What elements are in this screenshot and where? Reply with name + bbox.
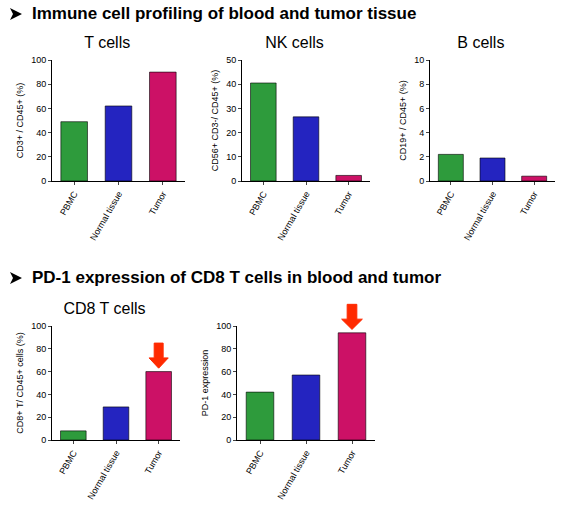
svg-text:40: 40 (221, 390, 231, 400)
svg-text:8: 8 (419, 79, 424, 89)
svg-text:Tumor: Tumor (518, 190, 539, 217)
svg-text:0: 0 (41, 435, 46, 445)
svg-text:100: 100 (31, 55, 46, 65)
svg-text:0: 0 (419, 176, 424, 186)
svg-text:80: 80 (36, 344, 46, 354)
svg-text:0: 0 (231, 176, 236, 186)
svg-text:NK cells: NK cells (265, 34, 324, 51)
svg-text:Normal tissue: Normal tissue (462, 190, 498, 243)
svg-text:40: 40 (36, 128, 46, 138)
svg-text:0: 0 (41, 176, 46, 186)
svg-text:60: 60 (221, 367, 231, 377)
svg-text:PBMC: PBMC (58, 189, 80, 217)
svg-text:CD3+ / CD45+ (%): CD3+ / CD45+ (%) (15, 83, 25, 159)
svg-text:B cells: B cells (457, 34, 504, 51)
svg-text:Normal tissue: Normal tissue (88, 190, 124, 243)
svg-text:CD8 T cells: CD8 T cells (63, 300, 145, 317)
svg-text:20: 20 (36, 412, 46, 422)
html-text:PD-1 expression of CD8 T cells: PD-1 expression of CD8 T cells in blood … (32, 268, 441, 287)
svg-text:100: 100 (216, 321, 231, 331)
svg-text:PBMC: PBMC (244, 448, 266, 476)
svg-text:80: 80 (36, 79, 46, 89)
svg-text:4: 4 (419, 128, 424, 138)
svg-text:CD8+ T/ CD45+ cells (%): CD8+ T/ CD45+ cells (%) (15, 332, 25, 433)
svg-text:Tumor: Tumor (336, 449, 357, 476)
svg-text:10: 10 (226, 152, 236, 162)
svg-text:60: 60 (36, 367, 46, 377)
svg-text:Tumor: Tumor (143, 449, 164, 476)
svg-text:PBMC: PBMC (435, 189, 457, 217)
svg-text:PBMC: PBMC (57, 448, 79, 476)
svg-text:20: 20 (226, 128, 236, 138)
svg-text:Tumor: Tumor (333, 190, 354, 217)
html-text:Immune cell profiling of blood: Immune cell profiling of blood and tumor… (32, 4, 417, 23)
svg-text:Normal tissue: Normal tissue (275, 449, 311, 502)
svg-text:0: 0 (226, 435, 231, 445)
svg-text:10: 10 (414, 55, 424, 65)
svg-text:50: 50 (226, 55, 236, 65)
svg-text:30: 30 (226, 104, 236, 114)
svg-text:6: 6 (419, 104, 424, 114)
svg-text:60: 60 (36, 104, 46, 114)
svg-text:T cells: T cells (84, 34, 130, 51)
svg-text:20: 20 (36, 152, 46, 162)
svg-text:PBMC: PBMC (247, 189, 269, 217)
svg-text:Normal tissue: Normal tissue (85, 449, 121, 502)
svg-text:CD56+ CD3-/ CD45+ (%): CD56+ CD3-/ CD45+ (%) (210, 70, 220, 172)
svg-text:CD19+ / CD45+ (%): CD19+ / CD45+ (%) (398, 80, 408, 161)
svg-text:40: 40 (226, 79, 236, 89)
svg-text:Tumor: Tumor (147, 190, 168, 217)
svg-text:PD-1 expression: PD-1 expression (200, 350, 210, 417)
svg-text:20: 20 (221, 412, 231, 422)
svg-text:40: 40 (36, 390, 46, 400)
svg-text:2: 2 (419, 152, 424, 162)
svg-text:100: 100 (31, 321, 46, 331)
svg-text:Normal tissue: Normal tissue (275, 190, 311, 243)
svg-text:80: 80 (221, 344, 231, 354)
